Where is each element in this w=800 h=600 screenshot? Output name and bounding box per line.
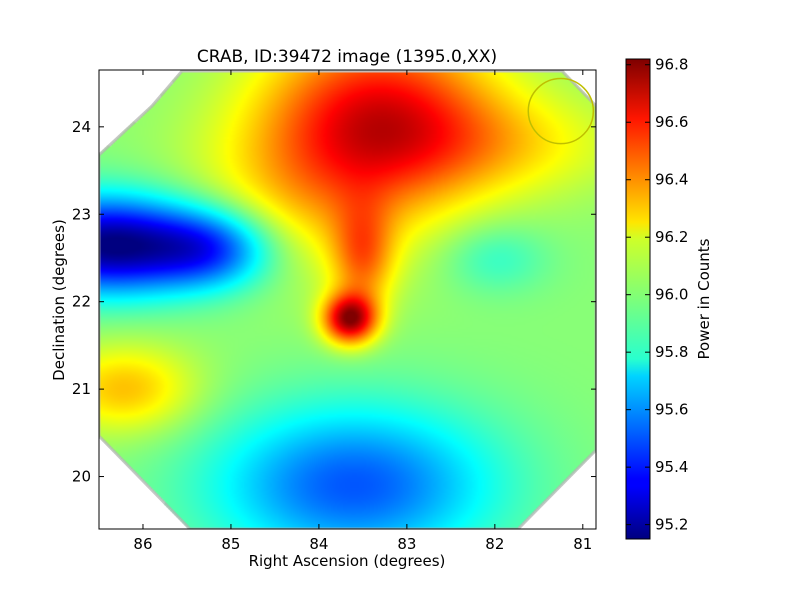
heatmap-image bbox=[99, 70, 596, 529]
colorbar-ticks: 95.2 95.4 95.6 95.8 96.0 96.2 96.4 96.6 96.8 bbox=[626, 56, 688, 534]
colorbar-tick-label: 96.8 bbox=[655, 56, 688, 74]
x-axis-label: Right Ascension (degrees) bbox=[249, 552, 446, 570]
x-tick-label: 81 bbox=[573, 535, 592, 553]
colorbar-tick-label: 95.4 bbox=[655, 458, 688, 476]
y-tick-label: 21 bbox=[72, 380, 91, 398]
x-tick-label: 82 bbox=[485, 535, 504, 553]
chart-title: CRAB, ID:39472 image (1395.0,XX) bbox=[197, 47, 497, 67]
y-tick-label: 22 bbox=[72, 293, 91, 311]
colorbar-tick-label: 96.2 bbox=[655, 228, 688, 246]
y-tick-label: 24 bbox=[72, 118, 91, 136]
y-tick-label: 20 bbox=[72, 468, 91, 486]
x-tick-label: 83 bbox=[397, 535, 416, 553]
y-tick-label: 23 bbox=[72, 205, 91, 223]
colorbar-tick-label: 96.4 bbox=[655, 171, 688, 189]
plot-area: 86 85 84 83 82 81 20 21 22 23 24 bbox=[72, 69, 597, 553]
x-tick-label: 85 bbox=[221, 535, 240, 553]
colorbar-tick-label: 95.2 bbox=[655, 516, 688, 534]
x-axis-ticks: 86 85 84 83 82 81 bbox=[133, 70, 592, 553]
colorbar-tick-label: 96.6 bbox=[655, 113, 688, 131]
colorbar: 95.2 95.4 95.6 95.8 96.0 96.2 96.4 96.6 96.8 bbox=[625, 56, 688, 540]
y-axis-ticks: 20 21 22 23 24 bbox=[72, 118, 596, 486]
colorbar-tick-label: 95.8 bbox=[655, 343, 688, 361]
colorbar-label: Power in Counts bbox=[695, 238, 713, 359]
colorbar-tick-label: 95.6 bbox=[655, 401, 688, 419]
plot-frame bbox=[98, 69, 597, 530]
colorbar-tick-label: 96.0 bbox=[655, 286, 688, 304]
x-tick-label: 86 bbox=[133, 535, 152, 553]
beam-marker bbox=[527, 77, 595, 145]
field-of-view-outline bbox=[99, 70, 596, 529]
y-axis-label: Declination (degrees) bbox=[50, 219, 68, 381]
colorbar-gradient bbox=[625, 58, 651, 540]
x-tick-label: 84 bbox=[309, 535, 328, 553]
